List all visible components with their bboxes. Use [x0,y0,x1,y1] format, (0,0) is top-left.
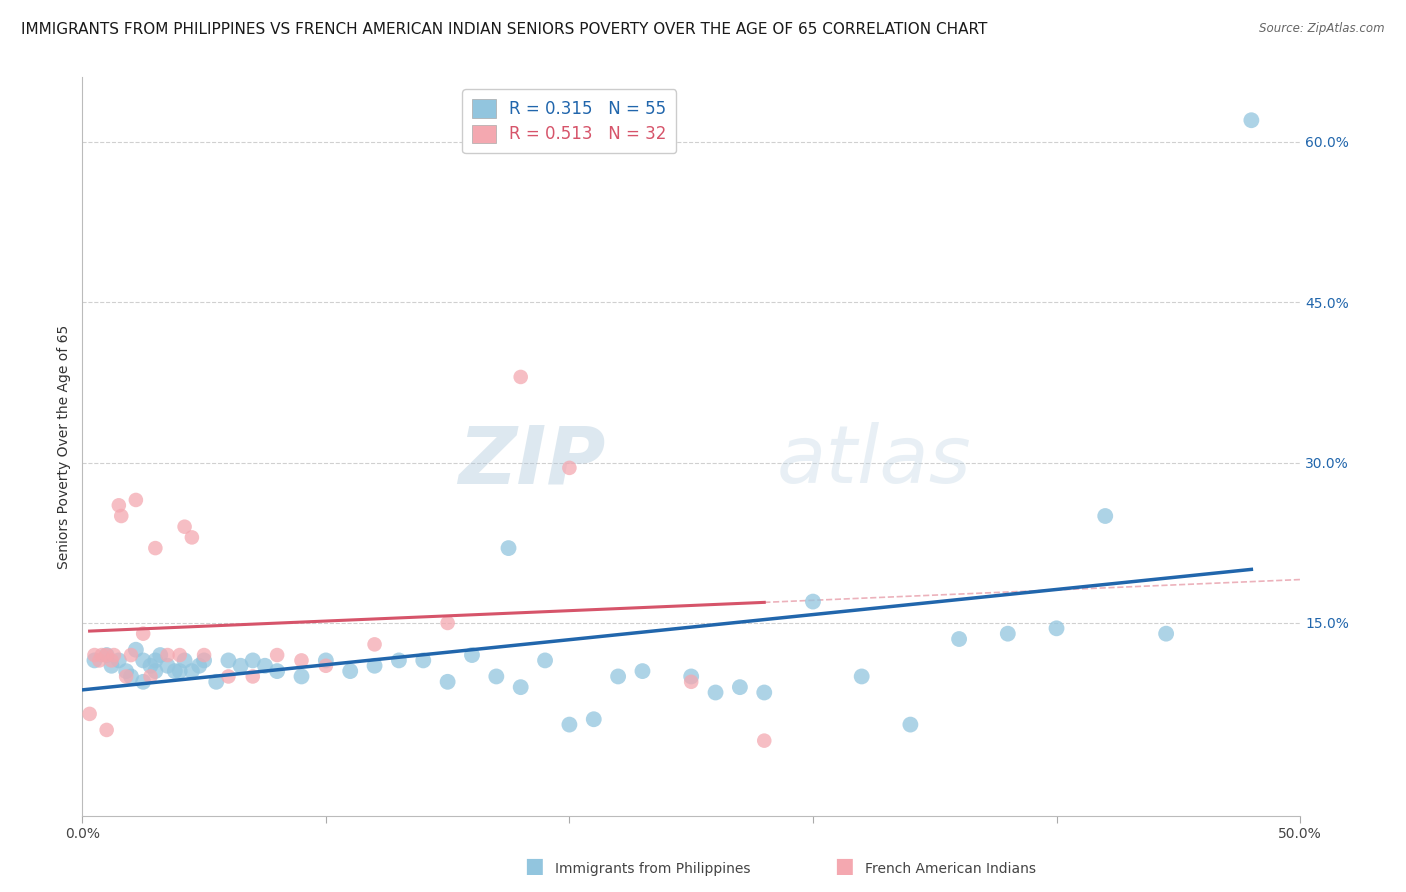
Point [156,658,179,673]
Point [997,626,1019,640]
Point [900,717,922,731]
Point [754,733,776,747]
Point [149,648,172,662]
Point [363,658,385,673]
Point [90,648,112,662]
Point [315,653,337,667]
Point [143,541,166,555]
Text: IMMIGRANTS FROM PHILIPPINES VS FRENCH AMERICAN INDIAN SENIORS POVERTY OVER THE A: IMMIGRANTS FROM PHILIPPINES VS FRENCH AM… [21,22,987,37]
Point [363,637,385,651]
Point [169,648,191,662]
Point [115,664,138,678]
Point [125,642,148,657]
Point [132,653,155,667]
Point [83,653,105,667]
Point [108,653,131,667]
Point [125,492,148,507]
Point [96,648,118,662]
Point [1094,508,1116,523]
Point [681,669,703,683]
Point [115,669,138,683]
Text: ■: ■ [524,856,544,876]
Text: atlas: atlas [776,422,972,500]
Point [801,594,824,608]
Point [509,680,531,694]
Point [205,674,228,689]
Point [534,653,557,667]
Text: Immigrants from Philippines: Immigrants from Philippines [555,862,751,876]
Point [217,653,239,667]
Point [631,664,654,678]
Point [120,669,142,683]
Point [339,664,361,678]
Point [1154,626,1177,640]
Point [242,653,264,667]
Point [120,648,142,662]
Point [163,664,186,678]
Point [266,648,288,662]
Point [948,632,970,646]
Point [290,669,312,683]
Text: French American Indians: French American Indians [865,862,1036,876]
Point [582,712,605,726]
Point [169,664,191,678]
Point [188,658,211,673]
Point [96,723,118,737]
Point [681,674,703,689]
Point [173,519,195,533]
Point [139,658,162,673]
Point [851,669,873,683]
Point [193,648,215,662]
Point [108,498,131,512]
Point [79,706,101,721]
Point [180,664,202,678]
Point [290,653,312,667]
Point [242,669,264,683]
Point [607,669,630,683]
Text: Source: ZipAtlas.com: Source: ZipAtlas.com [1260,22,1385,36]
Point [436,615,458,630]
Point [704,685,727,699]
Point [461,648,484,662]
Point [498,541,520,555]
Point [558,717,581,731]
Point [83,648,105,662]
Point [266,664,288,678]
Point [156,648,179,662]
Point [754,685,776,699]
Legend: R = 0.315   N = 55, R = 0.513   N = 32: R = 0.315 N = 55, R = 0.513 N = 32 [463,89,676,153]
Text: ■: ■ [834,856,853,876]
Point [180,530,202,544]
Point [132,626,155,640]
Point [509,370,531,384]
Point [96,648,118,662]
Point [132,674,155,689]
Point [193,653,215,667]
Point [143,664,166,678]
Point [253,658,276,673]
Point [229,658,252,673]
Point [100,658,122,673]
Point [436,674,458,689]
Point [558,461,581,475]
Point [217,669,239,683]
Point [89,653,111,667]
Point [315,658,337,673]
Point [1240,113,1263,128]
Point [100,653,122,667]
Point [103,648,125,662]
Point [143,653,166,667]
Point [1045,621,1067,635]
Point [139,669,162,683]
Point [728,680,751,694]
Point [412,653,434,667]
Point [110,508,132,523]
Point [388,653,411,667]
Point [485,669,508,683]
Y-axis label: Seniors Poverty Over the Age of 65: Seniors Poverty Over the Age of 65 [58,325,72,568]
Point [173,653,195,667]
Text: ZIP: ZIP [458,422,606,500]
